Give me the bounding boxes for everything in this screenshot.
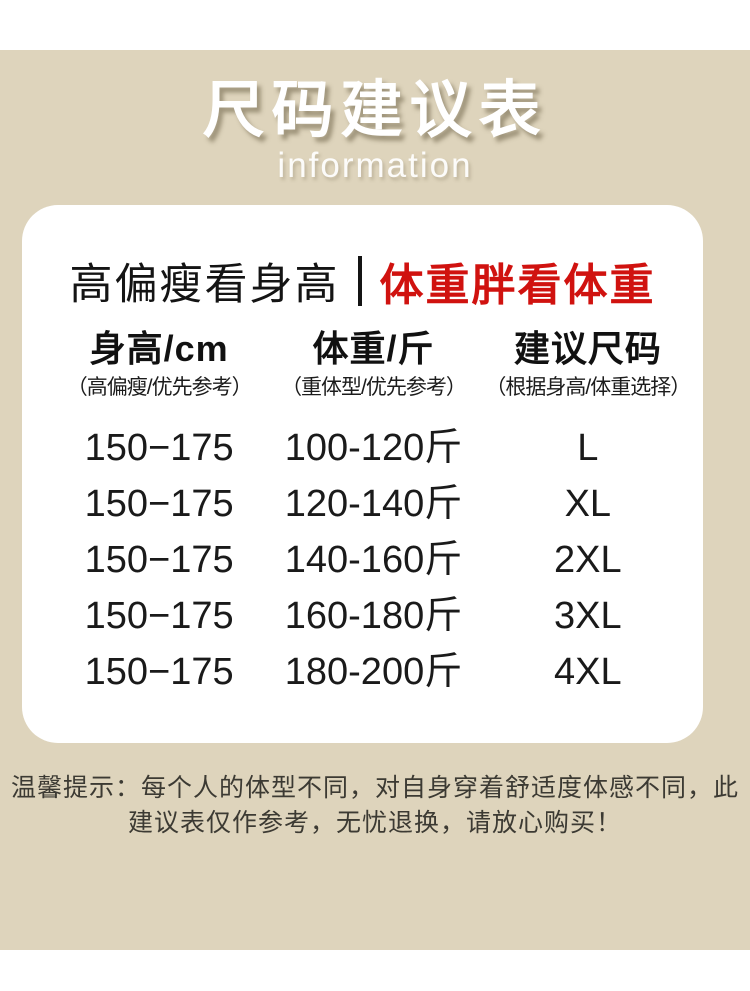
height-value: 150−175	[84, 595, 234, 637]
size-table-body: 150−175 100-120斤 L 150−175 120-140斤 XL 1…	[52, 420, 695, 700]
table-row: 150−175 140-160斤 2XL	[52, 532, 695, 588]
column-label-size: 建议尺码	[513, 328, 662, 369]
size-value: XL	[564, 483, 612, 525]
footer-note: 温馨提示：每个人的体型不同，对自身穿着舒适度体感不同，此 建议表仅作参考，无忧退…	[0, 771, 750, 841]
footer-note-line2: 建议表仅作参考，无忧退换，请放心购买！	[127, 809, 622, 837]
table-row: 150−175 160-180斤 3XL	[52, 588, 695, 644]
column-header-height: 身高/cm （高偏瘦/优先参考）	[52, 327, 266, 402]
table-row: 150−175 180-200斤 4XL	[52, 644, 695, 700]
weight-value: 140-160斤	[284, 539, 463, 581]
tagline-divider	[357, 256, 362, 306]
column-headers: 身高/cm （高偏瘦/优先参考） 体重/斤 （重体型/优先参考） 建议尺码 （根…	[52, 327, 695, 402]
column-label-height: 身高/cm	[89, 328, 229, 369]
table-row: 150−175 100-120斤 L	[52, 420, 695, 476]
column-header-size: 建议尺码 （根据身高/体重选择）	[481, 327, 695, 402]
page-subtitle: information	[277, 146, 473, 185]
weight-value: 180-200斤	[284, 651, 463, 693]
size-chart-card: 高偏瘦看身高 体重胖看体重 身高/cm （高偏瘦/优先参考） 体重/斤 （重体型…	[22, 205, 703, 743]
column-label-weight: 体重/斤	[312, 328, 435, 369]
size-value: 2XL	[554, 539, 622, 581]
weight-value: 160-180斤	[284, 595, 463, 637]
column-note-size: （根据身高/体重选择）	[485, 376, 691, 399]
tagline: 高偏瘦看身高 体重胖看体重	[22, 249, 703, 313]
tagline-height-rule: 高偏瘦看身高	[69, 261, 340, 309]
tagline-weight-rule: 体重胖看体重	[379, 261, 656, 310]
weight-value: 120-140斤	[284, 483, 463, 525]
size-value: 3XL	[554, 595, 622, 637]
table-row: 150−175 120-140斤 XL	[52, 476, 695, 532]
height-value: 150−175	[84, 483, 234, 525]
column-note-weight: （重体型/优先参考）	[281, 376, 467, 399]
height-value: 150−175	[84, 539, 234, 581]
footer-note-line1: 温馨提示：每个人的体型不同，对自身穿着舒适度体感不同，此	[10, 774, 739, 802]
column-note-height: （高偏瘦/优先参考）	[66, 376, 253, 399]
weight-value: 100-120斤	[284, 427, 463, 469]
page-title: 尺码建议表	[202, 76, 548, 145]
size-value: L	[577, 427, 599, 469]
height-value: 150−175	[84, 651, 234, 693]
height-value: 150−175	[84, 427, 234, 469]
size-value: 4XL	[554, 651, 622, 693]
column-header-weight: 体重/斤 （重体型/优先参考）	[266, 327, 480, 402]
